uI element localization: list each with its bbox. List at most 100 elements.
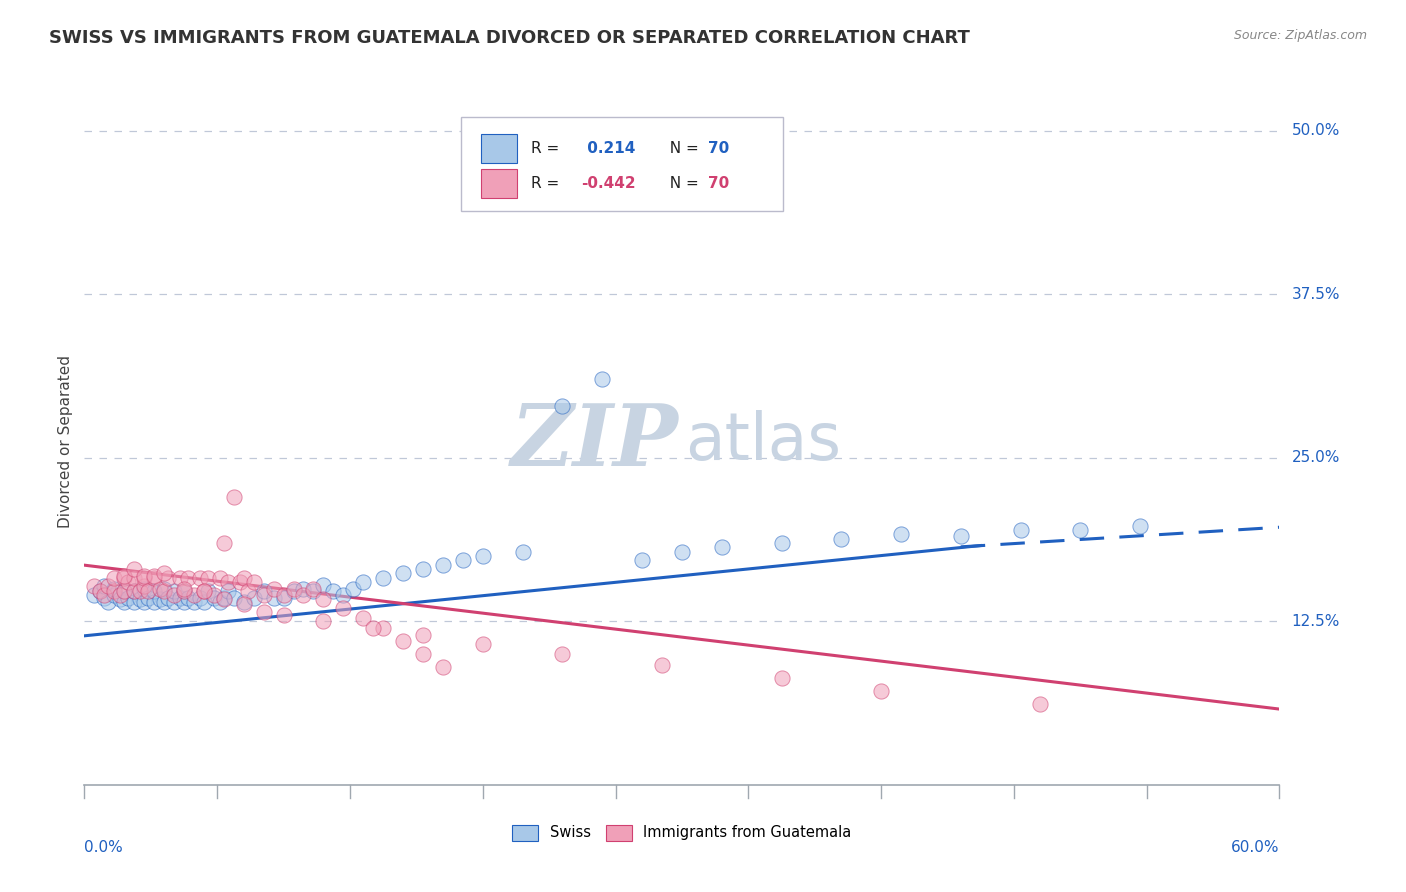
Point	[202, 591, 225, 605]
Point	[312, 578, 335, 592]
Text: SWISS VS IMMIGRANTS FROM GUATEMALA DIVORCED OR SEPARATED CORRELATION CHART: SWISS VS IMMIGRANTS FROM GUATEMALA DIVOR…	[49, 29, 970, 46]
Point	[208, 595, 231, 609]
Point	[97, 579, 120, 593]
Point	[169, 591, 191, 605]
Point	[273, 607, 295, 622]
Point	[93, 591, 115, 605]
Point	[103, 584, 125, 599]
Point	[292, 588, 315, 602]
Legend: Swiss, Immigrants from Guatemala: Swiss, Immigrants from Guatemala	[506, 819, 858, 847]
Point	[870, 683, 893, 698]
Point	[222, 591, 245, 605]
Point	[188, 591, 211, 605]
Point	[212, 536, 235, 550]
Point	[117, 591, 139, 605]
Text: atlas: atlas	[686, 409, 842, 474]
Point	[471, 637, 494, 651]
Point	[149, 582, 172, 596]
Point	[83, 588, 105, 602]
Point	[163, 588, 186, 602]
Point	[173, 584, 195, 599]
Point	[1069, 523, 1091, 537]
Point	[242, 591, 264, 605]
Point	[1029, 697, 1052, 711]
Point	[208, 571, 231, 585]
Point	[451, 553, 474, 567]
Point	[292, 582, 315, 596]
Point	[770, 536, 793, 550]
Text: 60.0%: 60.0%	[1232, 840, 1279, 855]
Point	[512, 545, 534, 559]
Point	[143, 568, 166, 582]
Point	[153, 595, 176, 609]
Point	[122, 595, 145, 609]
Point	[110, 592, 132, 607]
Point	[112, 584, 135, 599]
Y-axis label: Divorced or Separated: Divorced or Separated	[58, 355, 73, 528]
Point	[136, 584, 159, 599]
Point	[112, 584, 135, 599]
Point	[253, 588, 276, 602]
Point	[312, 615, 335, 629]
Point	[83, 579, 105, 593]
Point	[551, 647, 574, 661]
Point	[232, 598, 254, 612]
Point	[302, 582, 325, 596]
Point	[112, 595, 135, 609]
Point	[322, 584, 344, 599]
Point	[157, 571, 180, 585]
Point	[143, 584, 166, 599]
Point	[169, 571, 191, 585]
Point	[89, 584, 111, 599]
Point	[157, 591, 180, 605]
Point	[217, 584, 239, 599]
Text: -0.442: -0.442	[582, 176, 636, 191]
Point	[197, 571, 219, 585]
Point	[122, 584, 145, 599]
Point	[283, 582, 305, 596]
Point	[110, 588, 132, 602]
Text: Source: ZipAtlas.com: Source: ZipAtlas.com	[1233, 29, 1367, 42]
Point	[392, 634, 415, 648]
Point	[112, 571, 135, 585]
Point	[830, 532, 852, 546]
Bar	[481, 134, 517, 162]
Point	[197, 584, 219, 599]
Point	[112, 568, 135, 582]
Point	[202, 588, 225, 602]
Text: N =: N =	[661, 141, 704, 156]
Point	[117, 575, 139, 590]
Point	[153, 584, 176, 599]
Point	[93, 588, 115, 602]
Text: 70: 70	[709, 141, 730, 156]
Point	[412, 647, 434, 661]
Point	[222, 490, 245, 504]
Point	[890, 526, 912, 541]
Point	[432, 558, 454, 573]
Point	[132, 582, 156, 596]
Point	[183, 588, 205, 602]
Text: R =: R =	[531, 176, 564, 191]
Text: 0.214: 0.214	[582, 141, 636, 156]
Point	[132, 571, 156, 585]
Point	[242, 575, 264, 590]
FancyBboxPatch shape	[461, 117, 783, 211]
Point	[373, 571, 395, 585]
Point	[949, 529, 972, 543]
Text: 70: 70	[709, 176, 730, 191]
Point	[132, 595, 156, 609]
Text: 50.0%: 50.0%	[1292, 123, 1340, 138]
Point	[163, 595, 186, 609]
Point	[122, 584, 145, 599]
Point	[193, 584, 215, 599]
Point	[177, 591, 200, 605]
Text: R =: R =	[531, 141, 564, 156]
Point	[412, 562, 434, 576]
Point	[432, 660, 454, 674]
Point	[173, 595, 195, 609]
Point	[93, 579, 115, 593]
Point	[132, 568, 156, 582]
Point	[173, 584, 195, 599]
Point	[631, 553, 654, 567]
Point	[551, 399, 574, 413]
